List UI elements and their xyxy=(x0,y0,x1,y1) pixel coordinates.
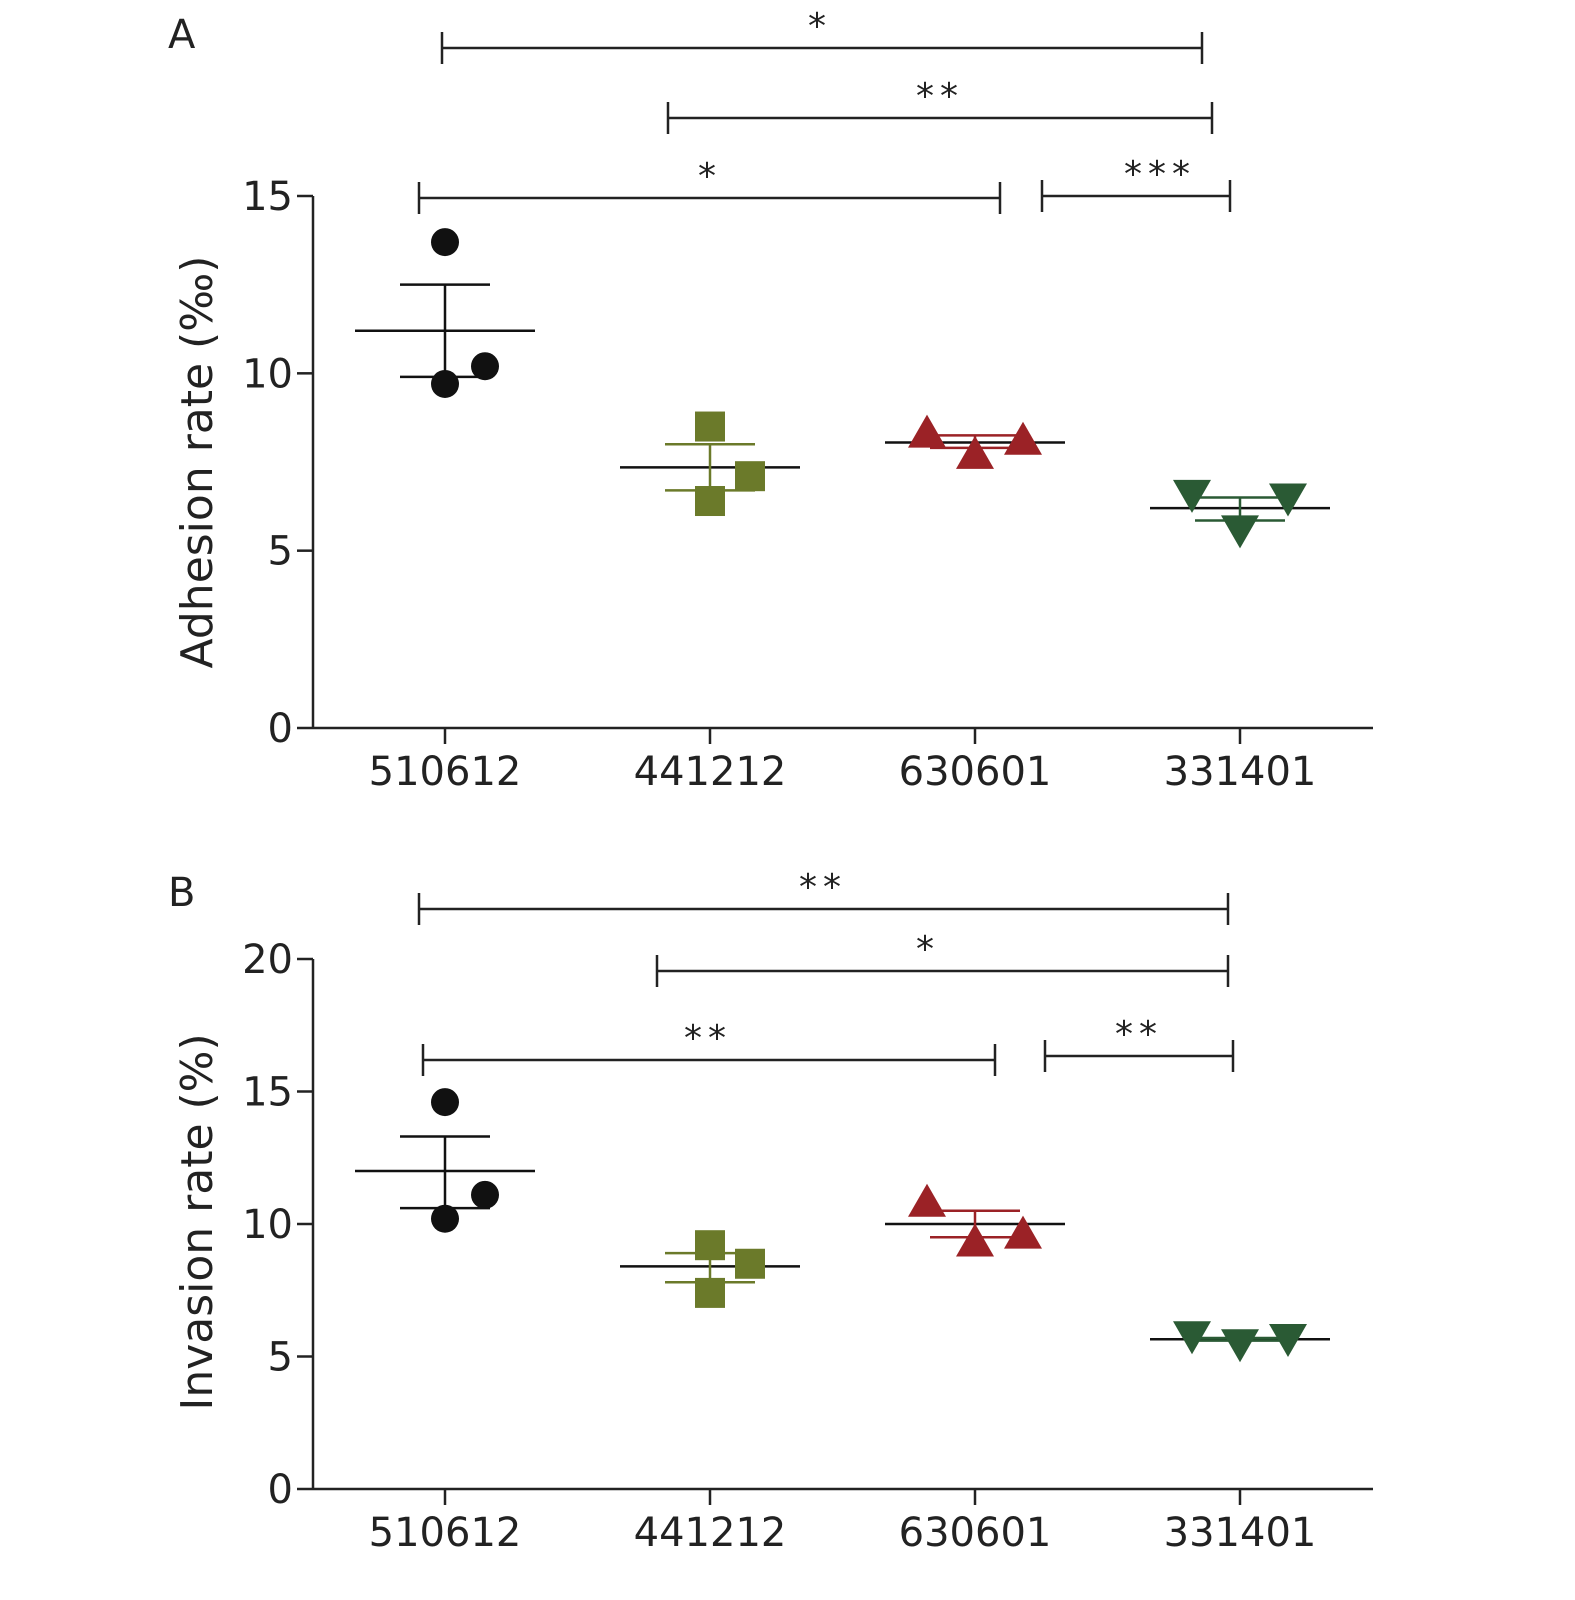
data-point xyxy=(1269,1323,1307,1357)
panel-letter: B xyxy=(168,870,195,916)
y-tick-label: 15 xyxy=(242,1070,293,1116)
data-point xyxy=(1004,1215,1042,1249)
x-tick-label: 441212 xyxy=(634,1510,787,1556)
x-tick-label: 630601 xyxy=(899,749,1052,795)
x-tick-label: 510612 xyxy=(369,749,522,795)
significance-label: * xyxy=(916,929,940,970)
data-point xyxy=(1173,1321,1211,1355)
y-tick-label: 10 xyxy=(242,351,293,397)
data-point xyxy=(1221,1329,1259,1363)
y-axis-label: Invasion rate (%) xyxy=(172,1033,223,1410)
significance-label: ** xyxy=(916,76,964,117)
data-point xyxy=(471,352,499,381)
data-point xyxy=(1173,479,1211,513)
data-point xyxy=(431,1204,459,1233)
significance-label: * xyxy=(698,156,722,197)
panel-letter: A xyxy=(168,12,196,58)
data-point xyxy=(695,1230,725,1261)
significance-label: ** xyxy=(799,867,847,908)
x-tick-label: 331401 xyxy=(1164,749,1317,795)
data-point xyxy=(956,1223,994,1257)
x-tick-label: 441212 xyxy=(634,749,787,795)
data-point xyxy=(1004,421,1042,455)
data-point xyxy=(735,1248,765,1279)
data-point xyxy=(431,228,459,257)
x-tick-label: 510612 xyxy=(369,1510,522,1556)
panel-a: A 0 5 10 15 Adhesion rate (‰) 510612 441212 6306… xyxy=(168,6,1373,795)
data-point xyxy=(695,1277,725,1308)
y-tick-label: 5 xyxy=(268,529,293,575)
y-tick-label: 5 xyxy=(268,1335,293,1381)
data-point xyxy=(471,1180,499,1209)
data-point xyxy=(908,1183,946,1217)
data-point xyxy=(431,1088,459,1117)
data-point xyxy=(735,461,765,492)
data-point xyxy=(431,369,459,398)
y-tick-label: 10 xyxy=(242,1202,293,1248)
y-axis-label: Adhesion rate (‰) xyxy=(172,256,223,669)
significance-label: ** xyxy=(684,1018,732,1059)
y-tick-label: 15 xyxy=(242,174,293,220)
data-point xyxy=(1269,483,1307,517)
panel-b: B 0 5 10 15 20 Invasion rate (%) 510612 441212 63… xyxy=(168,867,1373,1556)
y-tick-label: 0 xyxy=(268,706,293,752)
data-point xyxy=(695,486,725,517)
y-tick-label: 0 xyxy=(268,1467,293,1513)
x-tick-label: 630601 xyxy=(899,1510,1052,1556)
data-point xyxy=(1221,515,1259,549)
significance-label: * xyxy=(808,6,832,47)
significance-label: *** xyxy=(1124,154,1196,195)
y-tick-label: 20 xyxy=(242,937,293,983)
significance-label: ** xyxy=(1115,1014,1163,1055)
data-point xyxy=(695,411,725,442)
data-point xyxy=(908,414,946,448)
data-point xyxy=(956,435,994,469)
x-tick-label: 331401 xyxy=(1164,1510,1317,1556)
